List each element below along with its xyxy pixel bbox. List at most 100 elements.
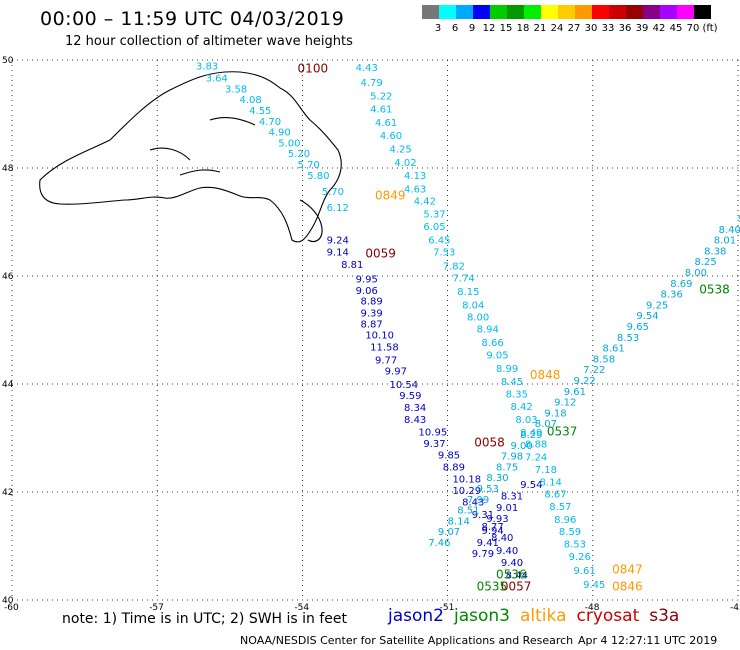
wave-height-value: 8.81 — [341, 260, 363, 271]
wave-height-value: 4.42 — [414, 197, 436, 208]
longitude-label: -54 — [294, 603, 309, 613]
color-scale-swatch — [677, 5, 694, 19]
wave-height-value: 9.54 — [636, 311, 658, 322]
wave-height-value: 9.18 — [544, 408, 566, 419]
wave-height-value: 8.45 — [501, 377, 523, 388]
wave-height-value: 8.69 — [670, 279, 692, 290]
wave-height-value: 8.01 — [714, 236, 736, 247]
wave-height-value: 8.77 — [481, 522, 503, 533]
wave-height-value: 8.29 — [520, 430, 542, 441]
newfoundland-coast — [39, 71, 342, 243]
axis-labels: 50 48 46 44 42 40-60 -57 -54 -51 -48 -45 — [2, 56, 740, 613]
wave-height-value: 9.59 — [399, 391, 421, 402]
wave-height-value: 9.93 — [486, 514, 508, 525]
wave-height-value: 8.15 — [457, 287, 479, 298]
longitude-label: -57 — [149, 603, 164, 613]
wave-height-value: 8.99 — [496, 364, 518, 375]
wave-height-value: 8.66 — [481, 338, 503, 349]
wave-height-value: 8.00 — [685, 268, 707, 279]
color-scale-swatch — [575, 5, 592, 19]
color-scale-label: 27 — [567, 23, 581, 34]
wave-height-value: 8.89 — [360, 297, 382, 308]
wave-height-value: 9.22 — [573, 376, 595, 387]
wave-height-value: 6.45 — [428, 236, 450, 247]
wave-height-value: 8.14 — [540, 478, 562, 489]
wave-height-value: 8.36 — [661, 290, 683, 301]
wave-height-value: 9.54 — [520, 480, 542, 491]
pass-time-label: 0849 — [375, 188, 406, 202]
color-scale-label: 6 — [451, 23, 459, 34]
wave-height-value: 5.80 — [307, 171, 329, 182]
wave-height-value: 9.07 — [438, 527, 460, 538]
wave-height-value: 8.42 — [511, 402, 533, 413]
wave-height-value: 9.45 — [583, 580, 605, 591]
color-scale-label: 15 — [499, 23, 513, 34]
wave-height-value: 3.83 — [196, 62, 218, 73]
longitude-label: -51 — [440, 603, 455, 613]
wave-height-value: 7.46 — [428, 538, 450, 549]
wave-height-value: 4.61 — [375, 118, 397, 129]
wave-height-value: 6.05 — [423, 222, 445, 233]
latitude-label: 44 — [2, 380, 14, 390]
color-scale-swatch — [626, 5, 643, 19]
wave-height-value: 4.43 — [356, 63, 378, 74]
wave-height-value: 9.40 — [496, 546, 518, 557]
legend-item-cryosat: cryosat — [576, 606, 640, 626]
color-scale-swatch — [507, 5, 524, 19]
wave-height-value: 8.14 — [448, 516, 470, 527]
color-scale-swatch — [456, 5, 473, 19]
wave-height-value: 9.77 — [375, 355, 397, 366]
footnote: note: 1) Time is in UTC; 2) SWH is in fe… — [62, 611, 348, 627]
color-scale-label: 70 — [686, 23, 700, 34]
color-scale-swatch — [473, 5, 490, 19]
inner-inlets — [149, 116, 256, 176]
wave-height-value: 7.24 — [525, 453, 547, 464]
wave-height-value: 4.63 — [404, 184, 426, 195]
wave-height-value: 9.00 — [511, 441, 533, 452]
legend-item-s3a: s3a — [649, 606, 680, 626]
altimeter-tracks: 3.833.643.584.084.554.704.905.005.205.70… — [196, 61, 740, 593]
wave-height-value: 8.43 — [462, 498, 484, 509]
wave-height-value: 7.74 — [452, 273, 474, 284]
wave-height-value: 9.61 — [573, 566, 595, 577]
wave-height-value: 8.58 — [593, 354, 615, 365]
wave-height-value: 8.59 — [559, 527, 581, 538]
wave-height-value: 5.22 — [370, 91, 392, 102]
pass-time-label: 0059 — [365, 247, 396, 261]
wave-height-value: 9.85 — [438, 451, 460, 462]
wave-height-value: 8.25 — [694, 257, 716, 268]
wave-height-value: 8.94 — [477, 325, 499, 336]
wave-height-value: 7.22 — [583, 365, 605, 376]
wave-height-value: 9.39 — [360, 309, 382, 320]
color-scale-label: (ft) — [702, 23, 718, 34]
wave-height-value: 8.38 — [704, 246, 726, 257]
wave-height-value: 8.03 — [515, 415, 537, 426]
color-scale-label: 3 — [434, 23, 442, 34]
wave-height-value: 8.43 — [404, 415, 426, 426]
wave-height-value: 3.58 — [225, 84, 247, 95]
wave-height-value: 7.98 — [501, 452, 523, 463]
wave-height-value: 8.96 — [554, 515, 576, 526]
pass-time-label: 0058 — [474, 436, 505, 450]
wave-height-value: 9.05 — [486, 351, 508, 362]
color-scale-label: 18 — [516, 23, 530, 34]
wave-height-value: 9.06 — [356, 286, 378, 297]
wave-height-value: 8.44 — [506, 570, 528, 581]
wave-height-value: 9.14 — [327, 247, 349, 258]
color-scale-swatch — [558, 5, 575, 19]
satellite-legend: jason2 jason3 altika cryosat s3a — [388, 606, 689, 626]
lat-lon-grid — [11, 59, 739, 601]
page-title: 00:00 – 11:59 UTC 04/03/2019 — [40, 8, 345, 30]
wave-height-value: 4.25 — [390, 144, 412, 155]
legend-item-jason2: jason2 — [388, 606, 444, 626]
wave-height-value: 9.12 — [554, 398, 576, 409]
wave-height-value: 11.58 — [370, 343, 399, 354]
wave-height-value: 9.97 — [385, 366, 407, 377]
latitude-label: 50 — [2, 56, 14, 66]
color-scale-label: 39 — [635, 23, 649, 34]
pass-time-label: 0537 — [547, 424, 578, 438]
latitude-label: 48 — [2, 164, 14, 174]
color-scale-swatch — [524, 5, 541, 19]
wave-height-value: 8.35 — [506, 390, 528, 401]
